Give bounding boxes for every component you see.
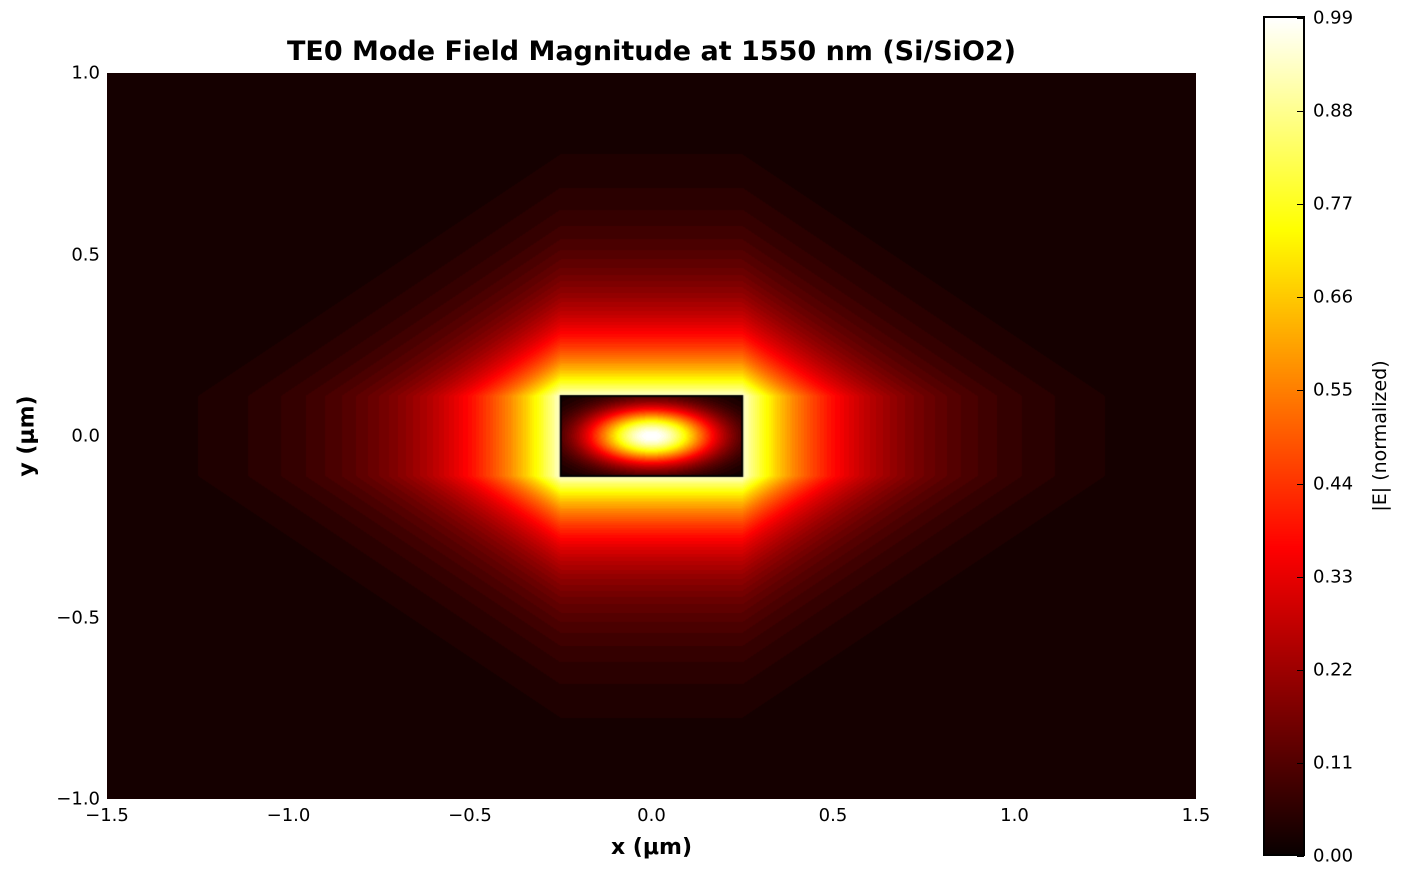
colorbar-tick-mark (1297, 483, 1304, 485)
colorbar-tick-mark (1297, 204, 1304, 206)
colorbar-tick-mark (1297, 856, 1304, 857)
colorbar-tick-label: 0.00 (1313, 845, 1354, 867)
colorbar (1263, 16, 1305, 856)
y-tick-label: −1.0 (56, 788, 100, 810)
colorbar-tick-mark (1297, 18, 1304, 19)
colorbar-tick-label: 0.44 (1313, 473, 1354, 495)
colorbar-tick-label: 0.11 (1313, 752, 1354, 774)
colorbar-tick-mark (1297, 390, 1304, 392)
colorbar-tick-label: 0.77 (1313, 193, 1354, 215)
colorbar-tick-label: 0.99 (1313, 7, 1354, 29)
y-tick-label: 1.0 (71, 62, 100, 84)
colorbar-tick-label: 0.55 (1313, 379, 1354, 401)
x-tick-label: 0.0 (637, 805, 666, 826)
colorbar-label: |E| (normalized) (1369, 360, 1391, 512)
colorbar-tick-mark (1297, 762, 1304, 764)
colorbar-tick-label: 0.66 (1313, 286, 1354, 308)
y-axis-label: y (μm) (14, 395, 40, 477)
colorbar-tick-mark (1297, 111, 1304, 113)
x-tick-label: −1.0 (266, 805, 311, 826)
x-tick-label: 1.0 (1000, 805, 1029, 826)
y-tick-label: −0.5 (56, 607, 100, 628)
field-heatmap (107, 73, 1196, 799)
colorbar-tick-mark (1297, 576, 1304, 578)
colorbar-tick-label: 0.22 (1313, 659, 1354, 681)
x-tick-label: −0.5 (448, 805, 492, 826)
y-tick-label: 0.5 (71, 244, 100, 265)
colorbar-tick-mark (1297, 669, 1304, 671)
x-tick-label: −1.5 (85, 805, 129, 826)
colorbar-tick-label: 0.33 (1313, 566, 1354, 588)
x-tick-label: 1.5 (1181, 805, 1211, 826)
x-tick-label: 0.5 (818, 805, 848, 826)
colorbar-tick-mark (1297, 297, 1304, 299)
x-axis-label: x (μm) (610, 835, 693, 860)
chart-title: TE0 Mode Field Magnitude at 1550 nm (Si/… (286, 36, 1017, 67)
colorbar-tick-label: 0.88 (1313, 100, 1354, 122)
y-tick-label: 0.0 (71, 425, 100, 447)
